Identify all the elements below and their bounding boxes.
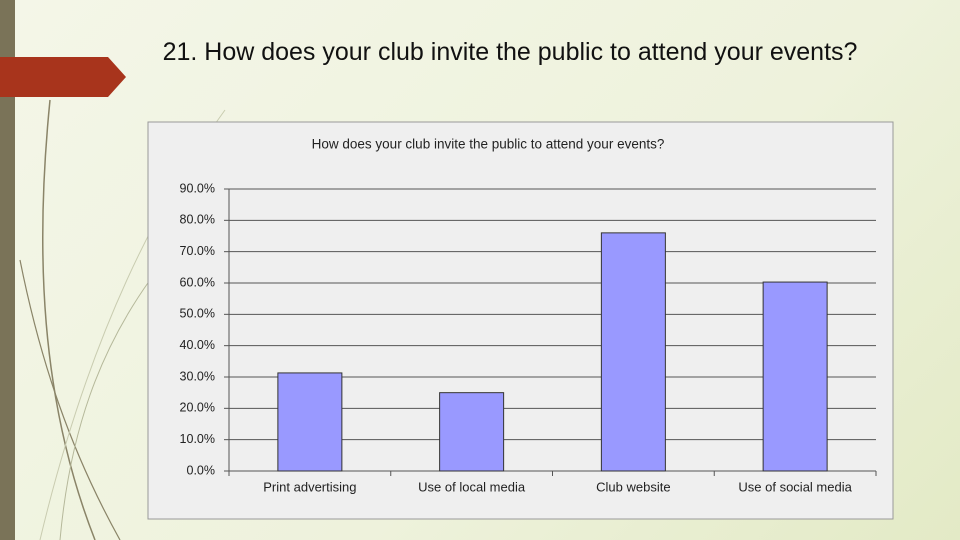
- bar: [439, 392, 505, 472]
- side-stripe: [0, 0, 15, 540]
- y-tick-label: 30.0%: [180, 369, 215, 383]
- bar: [762, 281, 828, 472]
- bar: [600, 232, 666, 472]
- y-tick-label: 70.0%: [180, 244, 215, 258]
- title-arrow: [0, 57, 126, 97]
- x-tick-label: Print advertising: [263, 479, 356, 494]
- deco-line: [19, 259, 121, 540]
- x-tick-label: Use of local media: [418, 479, 526, 494]
- chart-title: How does your club invite the public to …: [312, 137, 665, 152]
- slide-title: 21. How does your club invite the public…: [162, 38, 858, 66]
- y-tick-label: 20.0%: [180, 401, 215, 415]
- deco-line: [59, 279, 151, 540]
- deco-line: [41, 99, 96, 540]
- y-tick-label: 60.0%: [180, 275, 215, 289]
- y-tick-label: 90.0%: [180, 181, 215, 195]
- y-tick-label: 50.0%: [180, 307, 215, 321]
- bar: [277, 372, 343, 472]
- y-tick-label: 80.0%: [180, 213, 215, 227]
- x-tick-label: Club website: [596, 479, 670, 494]
- y-tick-label: 0.0%: [187, 463, 216, 477]
- x-tick-label: Use of social media: [738, 479, 852, 494]
- y-tick-label: 10.0%: [180, 432, 215, 446]
- y-tick-label: 40.0%: [180, 338, 215, 352]
